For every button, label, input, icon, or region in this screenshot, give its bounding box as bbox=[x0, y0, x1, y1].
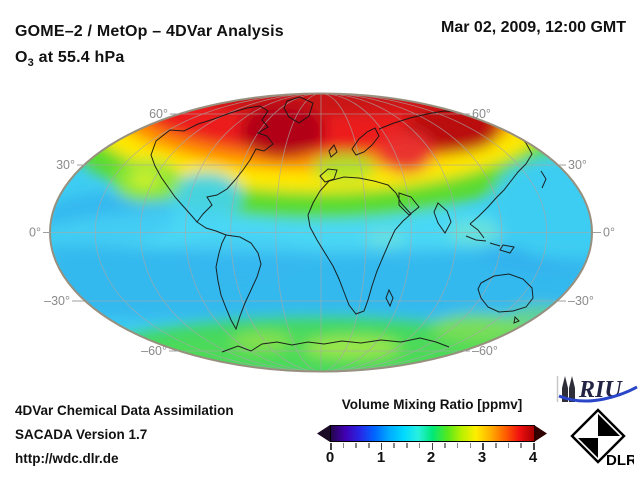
species-symbol: O bbox=[15, 49, 28, 66]
lat-label-m60-right: –60° bbox=[472, 344, 498, 358]
colorbar-tick bbox=[507, 443, 510, 448]
colorbar-tick bbox=[456, 443, 459, 448]
dlr-logo-text: DLR bbox=[606, 452, 634, 469]
colorbar-ticks bbox=[330, 443, 535, 451]
colorbar-tick bbox=[406, 443, 408, 448]
footer-line-url: http://wdc.dlr.de bbox=[15, 451, 119, 466]
lat-label-30-right: 30° bbox=[568, 158, 587, 172]
colorbar-tick bbox=[355, 443, 357, 448]
colorbar-tick-label-4: 4 bbox=[528, 449, 538, 466]
lat-label-0-right: 0° bbox=[603, 226, 615, 240]
lat-label-60-left: 60° bbox=[149, 107, 168, 121]
page-title: GOME–2 / MetOp – 4DVar Analysis bbox=[15, 23, 284, 40]
colorbar-tick bbox=[418, 443, 421, 448]
dlr-diamond-icon bbox=[570, 408, 626, 464]
colorbar-tick-label-3: 3 bbox=[477, 449, 487, 466]
colorbar-tick bbox=[469, 443, 472, 448]
colorbar-tick bbox=[368, 443, 370, 448]
lat-label-60-right: 60° bbox=[472, 107, 491, 121]
colorbar-tick-label-1: 1 bbox=[376, 449, 386, 466]
page-subtitle: O3 at 55.4 hPa bbox=[15, 45, 284, 76]
colorbar-tick bbox=[380, 443, 383, 450]
footer-line-version: SACADA Version 1.7 bbox=[15, 427, 148, 442]
ozone-field bbox=[50, 93, 592, 372]
latitude-tick-dashes bbox=[43, 113, 601, 352]
dlr-wing-lower-icon bbox=[578, 438, 598, 458]
colorbar-tick bbox=[431, 443, 434, 450]
lat-label-m30-left: –30° bbox=[44, 294, 70, 308]
lat-label-m60-left: –60° bbox=[141, 344, 167, 358]
footer-text-block: 4DVar Chemical Data Assimilation SACADA … bbox=[15, 399, 234, 471]
colorbar-tick bbox=[482, 443, 484, 450]
latitude-labels: 60° 30° 0° –30° –60° 60° 30° 0° –30° –60… bbox=[29, 107, 615, 358]
dlr-wing-upper-icon bbox=[598, 414, 620, 436]
riu-swoosh-icon bbox=[558, 385, 638, 403]
colorbar-tick bbox=[494, 443, 497, 448]
colorbar-title: Volume Mixing Ratio [ppmv] bbox=[341, 397, 523, 412]
dlr-logo: DLR bbox=[570, 408, 634, 469]
cathedral-icon bbox=[562, 376, 575, 402]
colorbar-tick-label-2: 2 bbox=[426, 449, 436, 466]
colorbar-tick bbox=[533, 443, 535, 450]
pressure-level: at 55.4 hPa bbox=[33, 49, 125, 66]
riu-logo: RIU bbox=[556, 376, 638, 403]
coastlines bbox=[150, 96, 583, 353]
colorbar bbox=[330, 425, 535, 442]
species-subscript: 3 bbox=[27, 57, 34, 70]
colorbar-tick-label-0: 0 bbox=[325, 449, 335, 466]
colorbar-tick bbox=[444, 443, 446, 448]
colorbar-tick bbox=[520, 443, 522, 448]
footer-line-assimilation: 4DVar Chemical Data Assimilation bbox=[15, 403, 234, 418]
colorbar-tick bbox=[393, 443, 396, 448]
colorbar-tick bbox=[342, 443, 345, 448]
lat-label-30-left: 30° bbox=[56, 158, 75, 172]
header-title-block: GOME–2 / MetOp – 4DVar Analysis O3 at 55… bbox=[15, 19, 284, 76]
colorbar-tick bbox=[330, 443, 332, 450]
lat-label-0-left: 0° bbox=[29, 226, 41, 240]
timestamp: Mar 02, 2009, 12:00 GMT bbox=[441, 19, 626, 36]
lat-label-m30-right: –30° bbox=[568, 294, 594, 308]
